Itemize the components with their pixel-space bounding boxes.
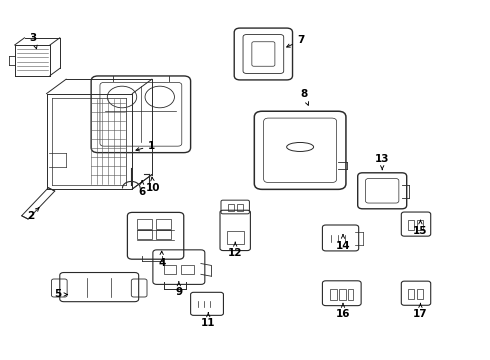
Text: 16: 16 (336, 303, 350, 319)
Bar (408, 289, 414, 299)
Bar (330, 289, 337, 300)
Bar (348, 289, 353, 300)
Text: 4: 4 (158, 251, 166, 268)
Bar (164, 265, 176, 274)
Bar (156, 230, 171, 239)
Bar (227, 231, 244, 244)
Bar (237, 204, 243, 211)
Text: 9: 9 (175, 282, 182, 297)
Text: 13: 13 (375, 154, 390, 170)
Bar (339, 289, 346, 300)
Text: 3: 3 (30, 33, 37, 49)
Text: 12: 12 (228, 242, 243, 258)
Bar (137, 219, 152, 229)
Bar (417, 220, 423, 230)
Bar (137, 230, 152, 239)
Text: 5: 5 (54, 289, 68, 300)
Bar (417, 289, 423, 299)
Bar (181, 265, 194, 274)
Text: 7: 7 (287, 35, 305, 47)
Bar (228, 204, 234, 211)
Text: 17: 17 (413, 303, 428, 319)
Text: 10: 10 (146, 177, 161, 193)
Bar (156, 219, 171, 229)
Text: 14: 14 (336, 235, 350, 251)
Bar (408, 220, 414, 230)
Text: 15: 15 (413, 220, 428, 236)
Text: 1: 1 (136, 141, 155, 151)
Text: 6: 6 (139, 181, 146, 197)
Text: 2: 2 (27, 208, 39, 221)
Text: 11: 11 (201, 313, 216, 328)
Text: 8: 8 (300, 89, 309, 105)
